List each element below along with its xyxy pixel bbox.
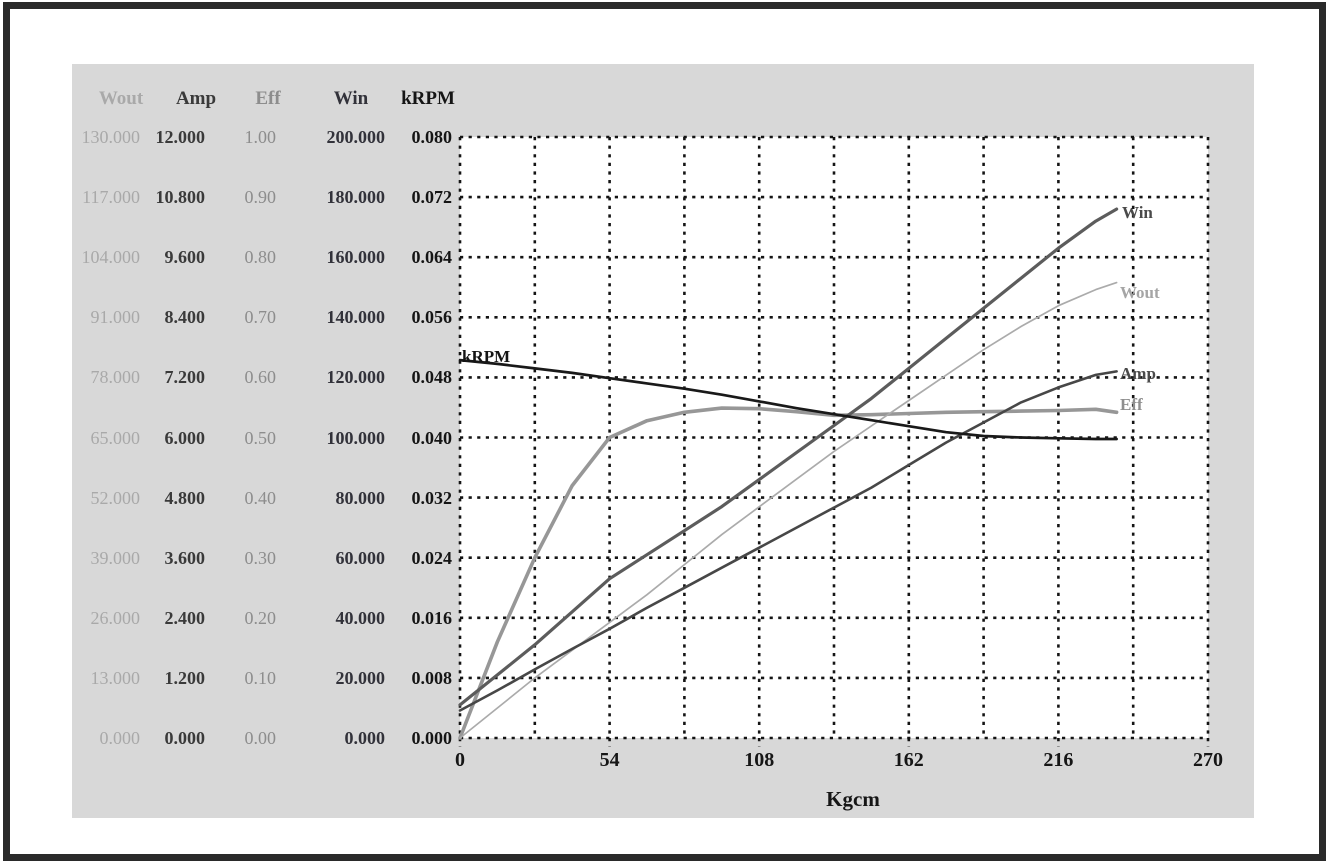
axis-value-wout: 65.000 [90,427,141,448]
axis-value-amp: 0.000 [164,728,206,748]
axis-value-amp: 6.000 [164,427,206,448]
curve-label-amp: Amp [1120,364,1156,383]
axis-value-eff: 0.50 [244,427,277,448]
axis-value-krpm: 0.008 [411,667,453,688]
axis-value-krpm: 0.032 [411,487,453,508]
axis-value-win: 60.000 [335,547,386,568]
axis-value-amp: 8.400 [164,307,206,328]
x-tick-label: 0 [455,749,465,771]
axis-value-wout: 39.000 [90,547,141,568]
curve-win [458,207,1119,707]
axis-value-eff: 0.40 [244,487,277,508]
axis-value-eff: 0.00 [244,728,277,748]
outer-frame-border [3,2,1326,861]
axis-value-krpm: 0.000 [411,728,453,748]
curve-label-krpm: kRPM [462,347,511,366]
x-tick-label: 108 [744,749,775,771]
axis-value-win: 100.000 [326,427,386,448]
axis-value-win: 20.000 [335,667,386,688]
axis-value-eff: 1.00 [244,127,277,147]
axis-value-eff: 0.80 [244,247,277,268]
x-tick-label: 54 [599,749,620,771]
axis-value-krpm: 0.024 [411,547,453,568]
axis-value-amp: 1.200 [164,667,206,688]
axis-value-win: 0.000 [344,728,386,748]
axis-value-krpm: 0.016 [411,607,453,628]
axis-value-win: 180.000 [326,187,386,208]
x-axis-title: Kgcm [826,787,880,811]
curve-amp [458,370,1118,712]
axis-value-wout: 117.000 [82,187,140,208]
axis-value-wout: 104.000 [81,247,141,268]
axis-value-wout: 91.000 [90,307,141,328]
axis-value-eff: 0.30 [244,547,277,568]
axis-value-eff: 0.60 [244,367,277,388]
curve-krpm [458,358,1118,441]
axis-column-header-krpm: kRPM [401,88,455,109]
axis-value-amp: 9.600 [164,247,206,268]
axis-value-win: 80.000 [335,487,386,508]
axis-value-wout: 26.000 [90,607,141,628]
axis-column-header-wout: Wout [98,88,144,109]
x-tick-label: 162 [893,749,924,771]
axis-value-wout: 13.000 [90,667,141,688]
axis-value-wout: 130.000 [81,127,141,147]
axis-column-header-amp: Amp [175,88,217,109]
axis-value-krpm: 0.048 [411,367,453,388]
axis-value-krpm: 0.064 [411,247,453,268]
curve-label-win: Win [1122,203,1153,222]
axis-value-win: 200.000 [326,127,386,147]
axis-value-wout: 78.000 [90,367,141,388]
axis-column-header-eff: Eff [255,88,281,109]
curve-label-wout: Wout [1120,283,1160,302]
axis-value-krpm: 0.072 [411,187,453,208]
axis-column-header-win: Win [333,88,369,109]
axis-value-krpm: 0.080 [411,127,453,147]
curve-label-eff: Eff [1120,395,1143,414]
axis-value-amp: 2.400 [164,607,206,628]
axis-value-krpm: 0.056 [411,307,453,328]
curve-eff [458,406,1119,740]
chart-canvas [458,135,1210,747]
x-tick-label: 216 [1043,749,1074,771]
axis-value-eff: 0.90 [244,187,277,208]
axis-value-amp: 7.200 [164,367,206,388]
axis-value-eff: 0.10 [244,667,277,688]
axis-value-amp: 3.600 [164,547,206,568]
axis-value-win: 40.000 [335,607,386,628]
x-tick-label: 270 [1193,749,1223,771]
axis-value-amp: 10.800 [155,187,206,208]
axis-value-eff: 0.20 [244,607,277,628]
plot-area: Eff Wout Win Amp kRPM [458,135,1210,747]
axis-value-amp: 4.800 [164,487,206,508]
axis-value-win: 140.000 [326,307,386,328]
axis-value-win: 120.000 [326,367,386,388]
axis-value-wout: 0.000 [99,728,141,748]
axis-value-wout: 52.000 [90,487,141,508]
axis-value-amp: 12.000 [155,127,206,147]
axis-value-krpm: 0.040 [411,427,453,448]
axis-value-win: 160.000 [326,247,386,268]
axis-value-eff: 0.70 [244,307,277,328]
